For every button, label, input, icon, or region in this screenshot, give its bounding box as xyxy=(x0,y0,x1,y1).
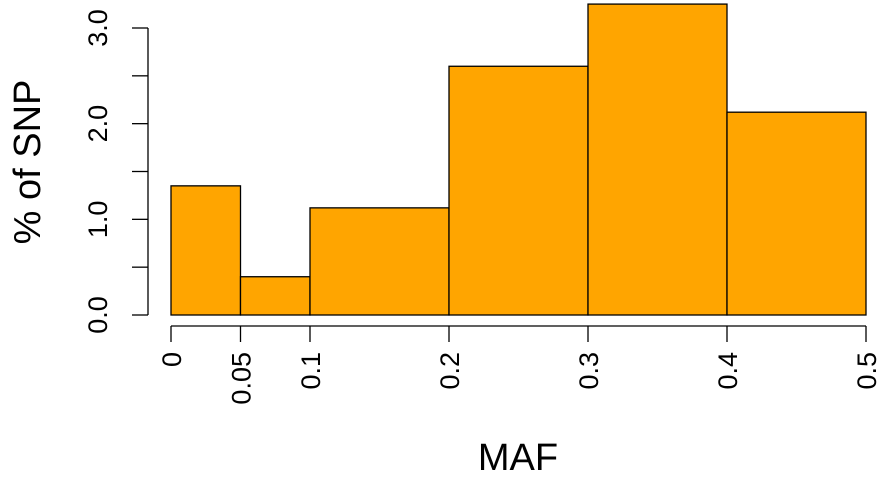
x-tick-label-3: 0.2 xyxy=(435,352,465,390)
x-tick-label-0: 0 xyxy=(157,352,187,367)
histogram-bar-4 xyxy=(448,65,589,316)
x-axis: 0 0.05 0.1 0.2 0.3 0.4 0.5 xyxy=(157,325,882,405)
histogram-bar-2 xyxy=(239,276,311,316)
histogram-bar-6 xyxy=(726,111,867,316)
y-axis-title: % of SNP xyxy=(7,80,49,245)
x-tick-label-6: 0.5 xyxy=(852,352,882,390)
histogram-bar-5 xyxy=(587,3,728,316)
x-axis-title: MAF xyxy=(478,437,558,479)
y-axis: 0.0 1.0 2.0 3.0 xyxy=(83,9,149,334)
y-tick-label-2: 2.0 xyxy=(83,105,113,143)
y-tick-label-1: 1.0 xyxy=(83,201,113,239)
histogram-bar-1 xyxy=(170,185,242,316)
y-tick-label-3: 3.0 xyxy=(83,9,113,47)
x-tick-label-5: 0.4 xyxy=(713,352,743,390)
x-tick-label-4: 0.3 xyxy=(574,352,604,390)
histogram-bar-3 xyxy=(309,207,450,316)
histogram-bars xyxy=(170,3,867,316)
x-tick-label-1: 0.05 xyxy=(227,352,257,405)
y-tick-label-0: 0.0 xyxy=(83,296,113,334)
x-tick-label-2: 0.1 xyxy=(296,352,326,390)
